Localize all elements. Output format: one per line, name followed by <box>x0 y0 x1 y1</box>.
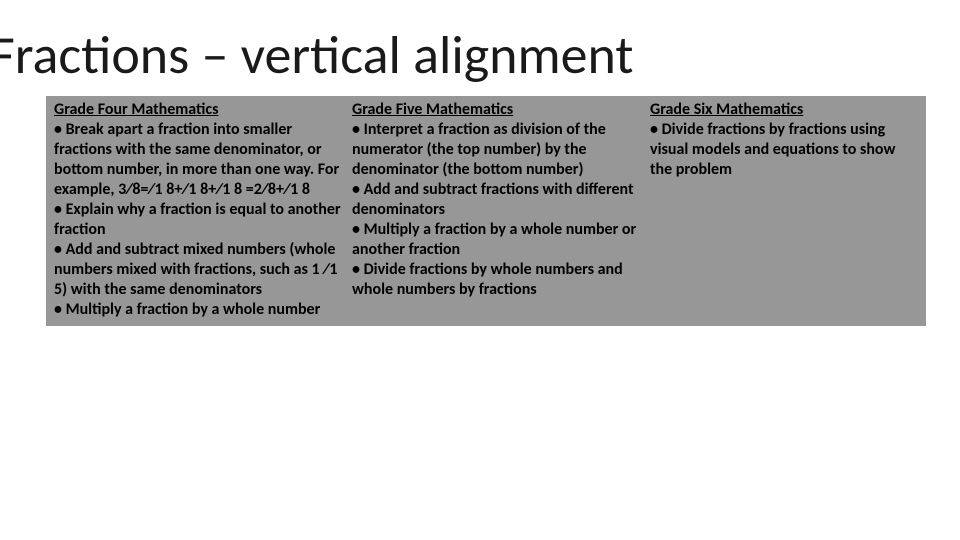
column-body: • Divide fractions by fractions using vi… <box>650 120 895 179</box>
slide: Fractions – vertical alignment Grade Fou… <box>0 0 960 540</box>
column-grade-five: Grade Five Mathematics • Interpret a fra… <box>352 100 642 320</box>
column-heading: Grade Six Mathematics <box>650 100 803 119</box>
column-body: • Break apart a fraction into smaller fr… <box>54 120 341 319</box>
column-grade-four: Grade Four Mathematics • Break apart a f… <box>54 100 344 320</box>
column-heading: Grade Five Mathematics <box>352 100 513 119</box>
slide-title: Fractions – vertical alignment <box>0 22 634 88</box>
content-box: Grade Four Mathematics • Break apart a f… <box>46 96 926 326</box>
column-grade-six: Grade Six Mathematics • Divide fractions… <box>650 100 920 320</box>
column-heading: Grade Four Mathematics <box>54 100 218 119</box>
column-body: • Interpret a fraction as division of th… <box>352 120 636 299</box>
